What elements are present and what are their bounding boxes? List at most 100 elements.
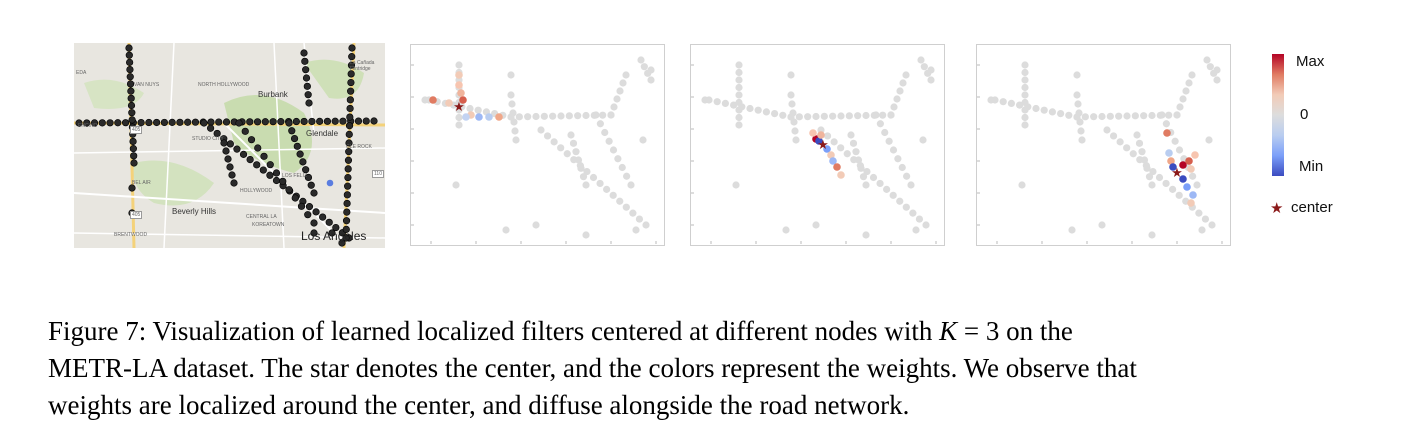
network-node — [1123, 112, 1131, 120]
network-node — [746, 104, 754, 113]
caption-line-1-prefix: Figure 7: Visualization of learned local… — [48, 316, 940, 346]
network-node — [876, 120, 884, 128]
network-node — [1145, 173, 1154, 181]
shield-405-south: 405 — [130, 211, 143, 219]
sensor-marker — [307, 181, 315, 189]
sensor-marker — [247, 136, 256, 144]
weight-colorbar — [1272, 54, 1284, 176]
network-node — [920, 63, 928, 71]
sensor-marker — [347, 70, 355, 78]
network-node — [893, 95, 901, 103]
sensor-marker — [344, 165, 352, 173]
sensor-marker — [129, 145, 137, 153]
weighted-node — [475, 113, 483, 121]
weighted-node — [809, 129, 817, 137]
network-node — [1148, 111, 1156, 120]
network-node — [779, 111, 787, 119]
sensor-marker — [304, 211, 312, 219]
network-node — [1162, 120, 1170, 128]
sensor-marker — [297, 202, 306, 210]
network-node — [771, 110, 779, 118]
network-node — [599, 111, 607, 119]
network-node — [1106, 112, 1114, 120]
network-node — [862, 231, 870, 239]
sensor-marker — [354, 117, 363, 125]
sensor-marker — [345, 122, 354, 130]
sensor-marker — [213, 129, 221, 138]
sensor-marker — [191, 118, 200, 126]
sensor-marker — [253, 161, 261, 169]
network-node — [862, 181, 870, 189]
sensor-marker — [362, 117, 370, 125]
network-node — [622, 71, 630, 79]
network-node — [619, 79, 627, 87]
sensor-marker — [127, 87, 135, 95]
network-node — [1021, 106, 1029, 114]
sensor-marker — [304, 91, 312, 99]
sensor-marker — [305, 203, 314, 211]
network-node — [572, 148, 580, 156]
network-node — [1143, 164, 1151, 172]
map-label-north-hollywood: NORTH HOLLYWOOD — [198, 82, 250, 88]
network-node — [1188, 71, 1196, 79]
network-node — [577, 164, 585, 172]
sensor-marker — [126, 80, 135, 88]
sensor-marker — [128, 184, 136, 192]
network-node — [812, 221, 820, 229]
sensor-marker — [207, 118, 215, 126]
network-node — [1115, 112, 1123, 120]
weighted-node — [1185, 157, 1193, 165]
sensor-marker — [302, 166, 310, 174]
network-node — [1169, 185, 1177, 193]
weighted-node — [1169, 163, 1177, 171]
network-node — [927, 66, 935, 74]
sensor-marker — [339, 117, 347, 125]
sensor-marker — [127, 101, 136, 110]
network-node — [582, 111, 590, 120]
weighted-node — [1167, 157, 1175, 165]
weighted-node — [495, 113, 503, 121]
network-node — [1090, 113, 1098, 121]
network-node — [1129, 150, 1137, 158]
network-node — [616, 87, 624, 95]
network-node — [549, 112, 557, 120]
sensor-marker — [303, 82, 311, 90]
network-node — [1138, 148, 1146, 156]
sensor-marker — [206, 124, 215, 132]
network-node — [1021, 121, 1029, 129]
sensor-marker — [254, 144, 262, 152]
network-node — [466, 104, 474, 113]
sensor-marker — [222, 147, 230, 155]
weighted-node — [1165, 149, 1173, 157]
network-node — [1185, 79, 1193, 87]
weighted-node — [833, 163, 841, 171]
map-label-central-la: CENTRAL LA — [246, 214, 277, 220]
sensor-marker — [285, 186, 293, 194]
network-node — [614, 155, 622, 163]
sensor-marker — [328, 229, 336, 237]
network-node — [596, 120, 604, 128]
sensor-marker — [342, 225, 350, 233]
filter-panel-1-plot: ★ — [411, 56, 657, 244]
network-node — [1073, 71, 1081, 79]
weighted-node — [455, 71, 463, 79]
network-node — [721, 99, 729, 107]
sensor-marker — [312, 208, 320, 216]
sensor-marker — [344, 156, 353, 164]
map-label-hollywood: HOLLYWOOD — [240, 188, 273, 194]
figure-caption: Figure 7: Visualization of learned local… — [48, 313, 1378, 424]
network-node — [787, 91, 795, 99]
network-node — [1032, 104, 1040, 113]
sensor-marker — [291, 194, 299, 202]
network-node — [567, 131, 575, 139]
network-node — [1021, 76, 1029, 84]
network-node — [883, 185, 891, 193]
sensor-marker — [301, 57, 309, 65]
legend-center-label: center — [1291, 199, 1333, 216]
sensor-marker-highlight — [326, 179, 334, 187]
sensor-marker — [253, 118, 262, 126]
sensor-marker — [310, 229, 318, 237]
shield-110: 110 — [372, 170, 384, 178]
network-node — [537, 126, 545, 134]
network-node — [999, 98, 1007, 106]
